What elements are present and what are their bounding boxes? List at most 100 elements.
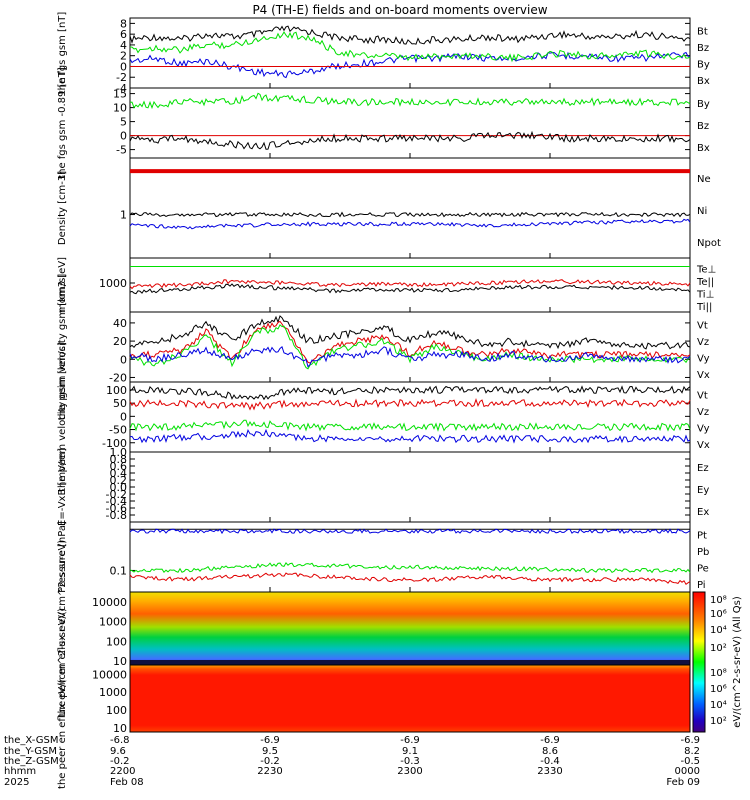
series-Vt-line <box>129 385 691 401</box>
y-axis-label: the peir en eflux eV/(cm^2-s-sr-eV) <box>57 540 68 718</box>
series-Vy-line <box>129 324 691 370</box>
footer-row-label: hhmm <box>4 766 36 777</box>
footer-value: -6.9 <box>540 735 560 746</box>
y-tick-label: -2 <box>116 71 127 84</box>
colorbar-tick: 10² <box>710 643 727 654</box>
y-tick-label: -0.6 <box>106 502 127 515</box>
y-tick-label: 1 <box>120 209 127 222</box>
y-tick-label: 5 <box>120 116 127 129</box>
series-Bt-line <box>129 25 691 45</box>
ion-spectrogram-floor <box>130 660 690 665</box>
legend-entry: Pb <box>697 547 709 558</box>
legend-entry: Te|| <box>696 277 714 288</box>
y-tick-label: 10000 <box>92 596 127 609</box>
y-tick-label: -0.8 <box>106 509 127 522</box>
footer-row-label: 2025 <box>4 777 29 788</box>
y-tick-label: 1000 <box>99 686 127 699</box>
legend-entry: Vx <box>697 440 710 451</box>
y-tick-label: 50 <box>113 397 127 410</box>
y-axis-label: the fgs gsm [nT] <box>57 12 68 95</box>
y-tick-label: -50 <box>109 424 127 437</box>
footer-value: -6.8 <box>110 735 130 746</box>
colorbar-label: eV/(cm^2-s-sr-eV) (All Qs) <box>732 596 743 728</box>
footer-value: -6.9 <box>400 735 420 746</box>
series-Vx-line <box>129 346 691 368</box>
legend-entry: Ex <box>697 507 709 518</box>
panel-frame <box>129 451 691 523</box>
series-Vz-line <box>129 398 691 411</box>
panel-2: 1 Density [cm-3] Ne Ni Npot <box>57 157 721 259</box>
panel-frame <box>129 381 691 453</box>
series-Vy-line <box>129 419 691 432</box>
footer-value: 0000 <box>675 766 700 777</box>
series-Ti⊥-line <box>129 279 691 290</box>
series-Pi-line <box>129 528 691 535</box>
footer-value: 9.6 <box>110 746 126 757</box>
series-Npot-line <box>129 218 691 230</box>
legend-entry: Bt <box>697 26 708 37</box>
y-tick-label: -0.2 <box>106 488 127 501</box>
footer-value: 2230 <box>257 766 282 777</box>
footer-value: 2300 <box>397 766 422 777</box>
series-Ti||-line <box>129 283 691 295</box>
legend-entry: Bx <box>697 143 710 154</box>
y-tick-label: 0.8 <box>110 453 128 466</box>
footer-value: -0.3 <box>400 756 420 767</box>
series-Pe-line <box>129 562 691 574</box>
y-tick-label: 6 <box>120 28 127 41</box>
y-tick-label: -4 <box>116 82 127 95</box>
y-tick-label: 10 <box>113 655 127 668</box>
legend-entry: Bz <box>697 121 709 132</box>
y-tick-label: 20 <box>113 335 127 348</box>
y-tick-label: 0 <box>120 60 127 73</box>
panel-6: -0.8-0.6-0.4-0.20.00.20.40.60.81.0 E=-VxB… <box>57 446 709 526</box>
colorbar-tick: 10⁴ <box>710 625 727 636</box>
legend-entry: Vz <box>697 337 709 348</box>
y-tick-label: 0.6 <box>110 460 128 473</box>
y-tick-label: 1.0 <box>110 446 128 459</box>
panel-4: -20 0 20 40 the peim velocity gsm [km/s] Vt Vz… <box>57 274 710 421</box>
y-tick-label: 15 <box>113 88 127 101</box>
legend-entry: Ne <box>697 174 711 185</box>
legend-entry: Vt <box>697 320 708 331</box>
series-Vx-line <box>129 428 691 444</box>
legend-entry: Pi <box>697 580 706 591</box>
footer-value: 2200 <box>110 766 135 777</box>
y-tick-label: 0.1 <box>110 564 128 577</box>
panel-3: 1000 mom3 [eV] Te⊥ Te||Ti⊥ Ti|| <box>57 257 716 313</box>
panel-8: 10 100 1000 10000 the peir en eflux eV/(cm^2… <box>57 540 691 718</box>
y-axis-label: the fgs gsm -0.89 [nT] <box>57 67 68 179</box>
colorbar-tick: 10⁸ <box>710 595 727 606</box>
y-tick-label: 2 <box>120 50 127 63</box>
panel-frame <box>129 87 691 159</box>
footer-value: 2330 <box>537 766 562 777</box>
y-tick-label: -20 <box>109 371 127 384</box>
footer-value: -0.5 <box>680 756 700 767</box>
y-tick-label: 100 <box>106 635 127 648</box>
legend-entry: Vx <box>697 370 710 381</box>
footer-value: -6.9 <box>260 735 280 746</box>
footer-value: 9.1 <box>402 746 418 757</box>
legend-entry: Bx <box>697 76 710 87</box>
legend-entry: By <box>697 99 710 110</box>
figure-title: P4 (TH-E) fields and on-board moments ov… <box>252 3 547 17</box>
legend-entry: Npot <box>697 238 721 249</box>
series-Ni-line <box>129 211 691 218</box>
y-tick-label: 0 <box>120 353 127 366</box>
colorbar-tick: 10⁴ <box>710 700 727 711</box>
y-axis-label: mom3 [eV] <box>57 257 68 313</box>
legend-entry: Pe <box>697 563 709 574</box>
y-tick-label: 8 <box>120 17 127 30</box>
footer-value: Feb 09 <box>666 777 700 788</box>
legend-entry: Vy <box>697 353 710 364</box>
y-tick-label: 10000 <box>92 668 127 681</box>
y-tick-label: 1000 <box>99 616 127 629</box>
footer-value: 9.5 <box>262 746 278 757</box>
footer-row-label: the_X-GSM <box>4 735 58 746</box>
legend-entry: Pt <box>697 530 707 541</box>
footer-value: -0.2 <box>260 756 280 767</box>
legend-entry: Ey <box>697 485 709 496</box>
footer-value: -0.4 <box>540 756 560 767</box>
legend-entry: Vt <box>697 390 708 401</box>
